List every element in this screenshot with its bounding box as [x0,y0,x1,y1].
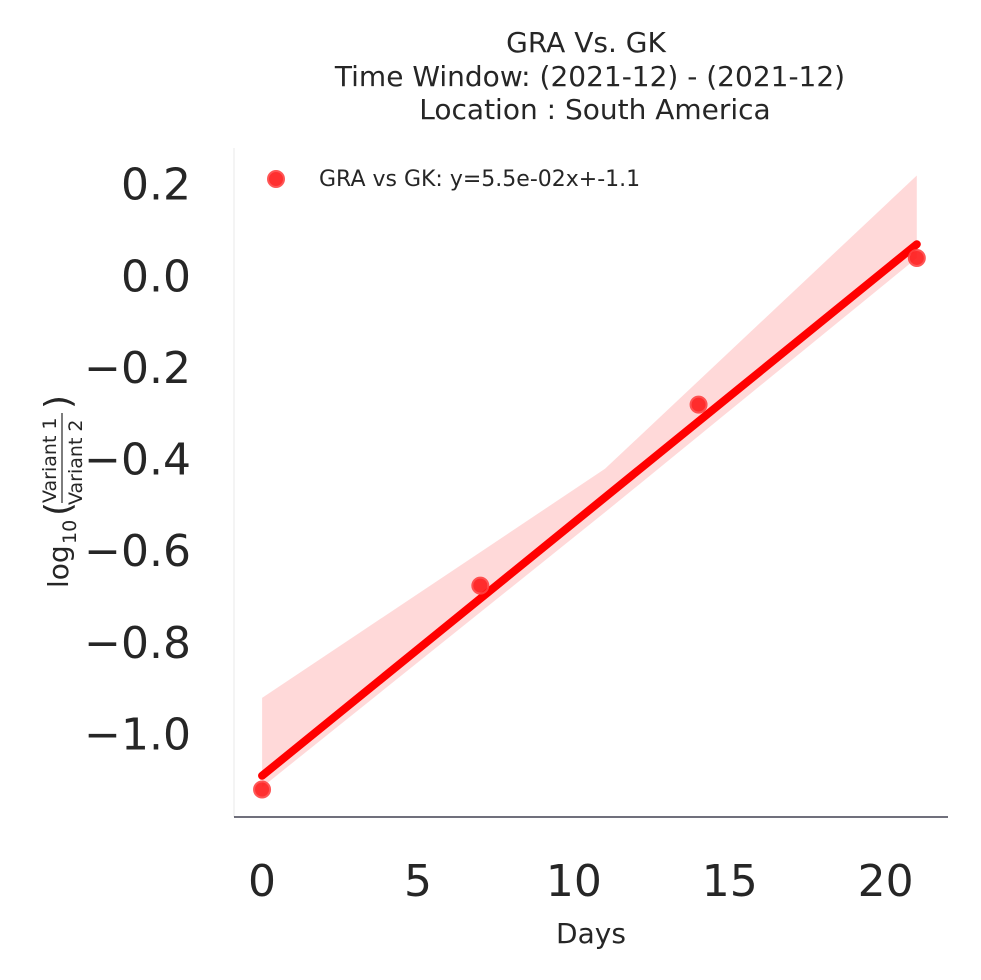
y-axis-label-open-paren: ( [38,502,79,516]
x-tick-label-15: 15 [702,856,758,907]
x-tick-label-20: 20 [858,856,914,907]
y-tick-label-0: 0.2 [121,160,191,211]
data-point-3 [689,395,708,414]
x-tick-label-5: 5 [404,856,432,907]
y-tick-label-2: −0.2 [84,343,191,394]
y-axis-label-denominator: Variant 2 [65,419,87,505]
y-tick-label-5: −0.8 [84,618,191,669]
fit-line [258,240,921,780]
confidence-band [262,175,917,788]
y-axis-label-base: 10 [59,520,81,544]
y-axis-label-numerator: Variant 1 [39,417,61,503]
title-line-3: Location : South America [419,93,770,126]
y-axis-label-log: log [42,545,75,588]
title-line-2: Time Window: (2021-12) - (2021-12) [334,60,845,93]
y-axis-label-close-paren: ) [38,395,79,409]
x-axis-label: Days [556,917,626,950]
data-point-4 [907,248,926,267]
y-tick-label-1: 0.0 [121,251,191,302]
x-tick-label-0: 0 [248,856,276,907]
x-tick-labels: 0 5 10 15 20 [248,856,914,907]
legend-marker [267,170,285,188]
legend-label: GRA vs GK: y=5.5e-02x+-1.1 [319,167,640,192]
data-points-layer [253,248,926,799]
x-tick-label-10: 10 [546,856,602,907]
legend: GRA vs GK: y=5.5e-02x+-1.1 [267,167,640,192]
y-tick-label-4: −0.6 [84,526,191,577]
chart-title: GRA Vs. GK Time Window: (2021-12) - (202… [334,26,845,126]
y-axis-label: log 10 ( Variant 1 Variant 2 ) [38,395,87,588]
plot-area [233,148,948,818]
confidence-band-layer [262,175,917,788]
data-point-2 [471,576,490,595]
y-tick-label-3: −0.4 [84,435,191,486]
data-point-1 [253,780,272,799]
title-line-1: GRA Vs. GK [506,26,666,59]
y-tick-label-6: −1.0 [84,710,191,761]
fit-line-layer [258,240,921,780]
y-tick-labels: 0.2 0.0 −0.2 −0.4 −0.6 −0.8 −1.0 [84,160,191,761]
